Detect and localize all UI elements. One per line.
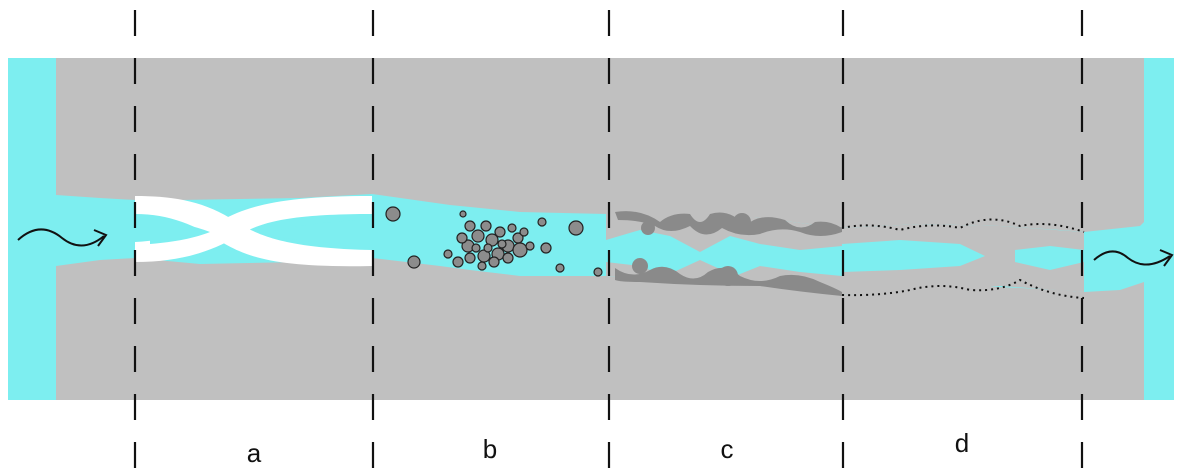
particle	[483, 243, 493, 253]
particle	[459, 210, 467, 218]
wavy-arrow-right-icon	[17, 228, 108, 247]
particle	[593, 267, 603, 277]
particle	[568, 220, 584, 236]
particle	[519, 227, 529, 237]
section-b-particles	[385, 206, 603, 277]
particle	[540, 242, 552, 254]
particle	[502, 252, 514, 264]
wavy-arrow-right-icon	[1093, 249, 1174, 267]
particle	[507, 223, 517, 233]
particle	[464, 220, 476, 232]
section-label-b: b	[483, 434, 497, 464]
particle	[477, 261, 487, 271]
section-label-d: d	[955, 428, 969, 458]
section-c-deposits	[606, 211, 842, 296]
section-dividers	[133, 10, 1084, 473]
section-a-bands	[135, 196, 372, 267]
section-label-a: a	[247, 438, 262, 468]
inlet-reservoir	[8, 58, 56, 400]
particle	[456, 232, 468, 244]
particle	[512, 242, 528, 258]
particle	[497, 239, 507, 249]
section-label-c: c	[721, 434, 734, 464]
outlet-reservoir	[1144, 58, 1174, 400]
particle	[471, 243, 481, 253]
particle	[488, 256, 500, 268]
particle	[407, 255, 421, 269]
particle	[555, 263, 565, 273]
particle	[537, 217, 547, 227]
particle	[452, 256, 464, 268]
particle	[525, 241, 535, 251]
particle	[494, 226, 506, 238]
particle	[471, 229, 485, 243]
particle	[443, 249, 453, 259]
particle	[464, 252, 476, 264]
particle	[385, 206, 401, 222]
particle	[480, 220, 492, 232]
section-d-boundaries	[841, 218, 1085, 299]
